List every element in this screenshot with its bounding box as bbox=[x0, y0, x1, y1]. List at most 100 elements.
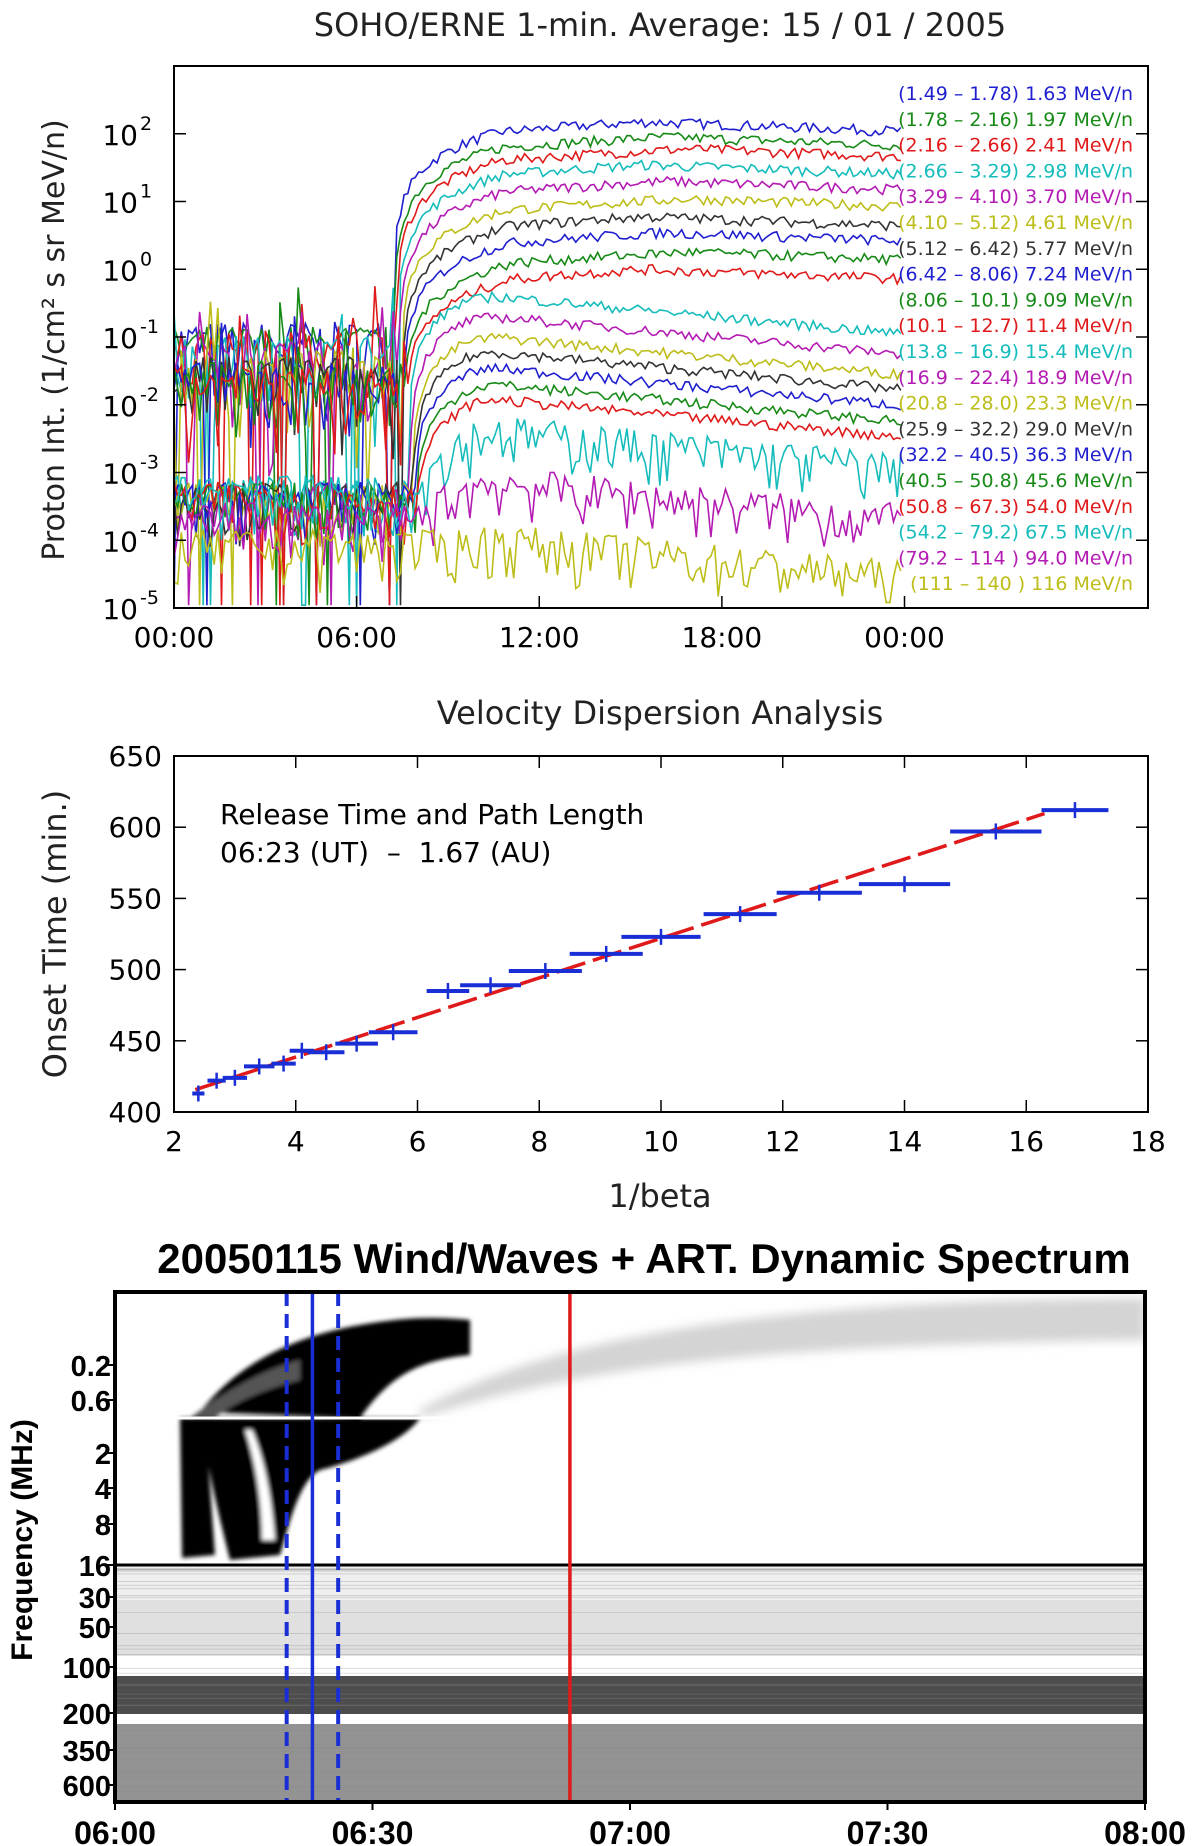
intensity-series-line bbox=[174, 159, 902, 606]
vda-y-tick-label: 650 bbox=[109, 740, 162, 773]
spectrum-y-tick-label: 50 bbox=[79, 1613, 111, 1645]
intensity-legend-entry: (4.10 – 5.12) 4.61 MeV/n bbox=[898, 212, 1133, 234]
vda-annotation-line-1: Release Time and Path Length bbox=[220, 798, 644, 831]
spectrum-x-ticks: 06:00 06:30 07:00 07:30 08:00 bbox=[74, 1802, 1186, 1846]
vda-y-tick-label: 600 bbox=[109, 811, 162, 844]
vda-title: Velocity Dispersion Analysis bbox=[437, 694, 884, 732]
vda-y-tick-label: 500 bbox=[109, 954, 162, 987]
vda-x-tick-label: 16 bbox=[1008, 1125, 1044, 1158]
spectrum-y-tick-label: 30 bbox=[79, 1583, 111, 1615]
intensity-series-line bbox=[174, 350, 902, 547]
panel-intensity: SOHO/ERNE 1-min. Average: 15 / 01 / 2005… bbox=[37, 6, 1149, 654]
intensity-series-line bbox=[174, 131, 902, 606]
intensity-x-tick-label: 18:00 bbox=[682, 621, 763, 654]
intensity-title: SOHO/ERNE 1-min. Average: 15 / 01 / 2005 bbox=[314, 6, 1006, 44]
panel-dynamic-spectrum: 20050115 Wind/Waves + ART. Dynamic Spect… bbox=[6, 1235, 1186, 1846]
spectrum-burst-edge bbox=[180, 1418, 215, 1558]
intensity-legend: (1.49 – 1.78) 1.63 MeV/n (1.78 – 2.16) 1.… bbox=[898, 83, 1133, 595]
intensity-series-line bbox=[174, 395, 902, 547]
intensity-y-tick-label: 10 bbox=[102, 119, 138, 152]
vda-x-tick-label: 4 bbox=[287, 1125, 305, 1158]
intensity-y-tick-label: 10 bbox=[102, 390, 138, 423]
spectrum-x-tick-label: 07:30 bbox=[847, 1815, 929, 1846]
intensity-legend-entry: (111 – 140 ) 116 MeV/n bbox=[910, 573, 1133, 595]
vda-x-tick-label: 6 bbox=[409, 1125, 427, 1158]
intensity-series-line bbox=[174, 175, 902, 606]
spectrum-burst-upper-faint bbox=[190, 1360, 300, 1418]
spectrum-markers bbox=[284, 1292, 572, 1802]
intensity-x-tick-label: 00:00 bbox=[134, 621, 215, 654]
vda-x-tick-label: 8 bbox=[530, 1125, 548, 1158]
intensity-legend-entry: (32.2 – 40.5) 36.3 MeV/n bbox=[898, 444, 1133, 466]
panel-velocity-dispersion: Velocity Dispersion Analysis 2 4 6 8 10 12 14 1… bbox=[36, 694, 1166, 1215]
intensity-legend-entry: (16.9 – 22.4) 18.9 MeV/n bbox=[898, 367, 1133, 389]
intensity-legend-entry: (54.2 – 79.2) 67.5 MeV/n bbox=[898, 522, 1133, 544]
intensity-legend-entry: (20.8 – 28.0) 23.3 MeV/n bbox=[898, 393, 1133, 415]
intensity-y-tick-label: 10 bbox=[102, 187, 138, 220]
vda-x-label: 1/beta bbox=[608, 1177, 711, 1215]
spectrum-burst-gap bbox=[245, 1430, 275, 1540]
intensity-series-line bbox=[174, 144, 901, 606]
spectrum-y-tick-label: 16 bbox=[79, 1551, 111, 1583]
spectrum-x-tick-label: 06:00 bbox=[74, 1815, 156, 1846]
spectrum-y-tick-label: 100 bbox=[63, 1653, 111, 1685]
spectrum-image bbox=[115, 1292, 1145, 1802]
intensity-y-tick-label: 10 bbox=[102, 322, 138, 355]
vda-y-tick-label: 400 bbox=[109, 1096, 162, 1129]
spectrum-y-tick-label: 4 bbox=[95, 1474, 111, 1506]
intensity-y-tick-label: 10 bbox=[102, 525, 138, 558]
intensity-y-tick-exp: -5 bbox=[140, 587, 159, 609]
intensity-y-label: Proton Int. (1/cm² s sr MeV/n) bbox=[37, 119, 72, 561]
spectrum-band-350-600 bbox=[115, 1724, 1145, 1802]
intensity-series-line bbox=[174, 194, 902, 606]
spectrum-y-tick-label: 350 bbox=[63, 1736, 111, 1768]
intensity-x-tick-label: 06:00 bbox=[316, 621, 397, 654]
intensity-legend-entry: (6.42 – 8.06) 7.24 MeV/n bbox=[898, 264, 1133, 286]
vda-x-tick-label: 18 bbox=[1130, 1125, 1166, 1158]
spectrum-y-tick-label: 200 bbox=[63, 1699, 111, 1731]
intensity-x-tick-label: 12:00 bbox=[499, 621, 580, 654]
intensity-legend-entry: (1.49 – 1.78) 1.63 MeV/n bbox=[898, 83, 1133, 105]
intensity-y-tick-exp: 0 bbox=[140, 248, 152, 270]
spectrum-burst-upper bbox=[200, 1317, 470, 1418]
intensity-series-line bbox=[174, 471, 902, 566]
spectrum-y-tick-label: 600 bbox=[63, 1771, 111, 1803]
intensity-legend-entry: (25.9 – 32.2) 29.0 MeV/n bbox=[898, 418, 1133, 440]
intensity-legend-entry: (1.78 – 2.16) 1.97 MeV/n bbox=[898, 109, 1133, 131]
intensity-y-tick-exp: -1 bbox=[140, 316, 159, 338]
spectrum-y-tick-label: 0.6 bbox=[71, 1386, 111, 1418]
intensity-series-line bbox=[174, 226, 902, 606]
spectrum-y-tick-label: 8 bbox=[95, 1510, 111, 1542]
spectrum-y-tick-label: 0.2 bbox=[71, 1351, 111, 1383]
intensity-y-tick-exp: -4 bbox=[140, 519, 159, 541]
spectrum-y-label: Frequency (MHz) bbox=[6, 1419, 39, 1661]
intensity-legend-entry: (2.16 – 2.66) 2.41 MeV/n bbox=[898, 135, 1133, 157]
spectrum-x-tick-label: 07:00 bbox=[589, 1815, 671, 1846]
spectrum-gray-band bbox=[420, 1298, 1145, 1418]
intensity-legend-entry: (13.8 – 16.9) 15.4 MeV/n bbox=[898, 341, 1133, 363]
vda-fit-line bbox=[194, 811, 1046, 1092]
vda-y-tick-label: 550 bbox=[109, 882, 162, 915]
intensity-series-line bbox=[174, 526, 902, 604]
intensity-legend-entry: (5.12 – 6.42) 5.77 MeV/n bbox=[898, 238, 1133, 260]
vda-y-label: Onset Time (min.) bbox=[36, 790, 74, 1079]
intensity-series-line bbox=[174, 418, 902, 540]
intensity-y-tick-label: 10 bbox=[102, 254, 138, 287]
intensity-y-tick-exp: 1 bbox=[140, 181, 152, 203]
intensity-y-tick-label: 10 bbox=[102, 458, 138, 491]
intensity-series-group bbox=[174, 118, 902, 606]
vda-x-tick-label: 10 bbox=[643, 1125, 679, 1158]
intensity-x-tick-label: 00:00 bbox=[864, 621, 945, 654]
intensity-legend-entry: (40.5 – 50.8) 45.6 MeV/n bbox=[898, 470, 1133, 492]
intensity-y-tick-exp: -2 bbox=[140, 384, 159, 406]
intensity-legend-entry: (79.2 – 114 ) 94.0 MeV/n bbox=[898, 547, 1133, 569]
vda-x-ticks: 2 4 6 8 10 12 14 16 18 bbox=[165, 756, 1166, 1158]
intensity-series-line bbox=[174, 380, 901, 542]
intensity-legend-entry: (3.29 – 4.10) 3.70 MeV/n bbox=[898, 186, 1133, 208]
spectrum-x-tick-label: 08:00 bbox=[1104, 1815, 1186, 1846]
vda-plot-group bbox=[192, 802, 1109, 1102]
intensity-legend-entry: (2.66 – 3.29) 2.98 MeV/n bbox=[898, 160, 1133, 182]
vda-y-ticks: 400 450 500 550 600 650 bbox=[109, 740, 1148, 1129]
